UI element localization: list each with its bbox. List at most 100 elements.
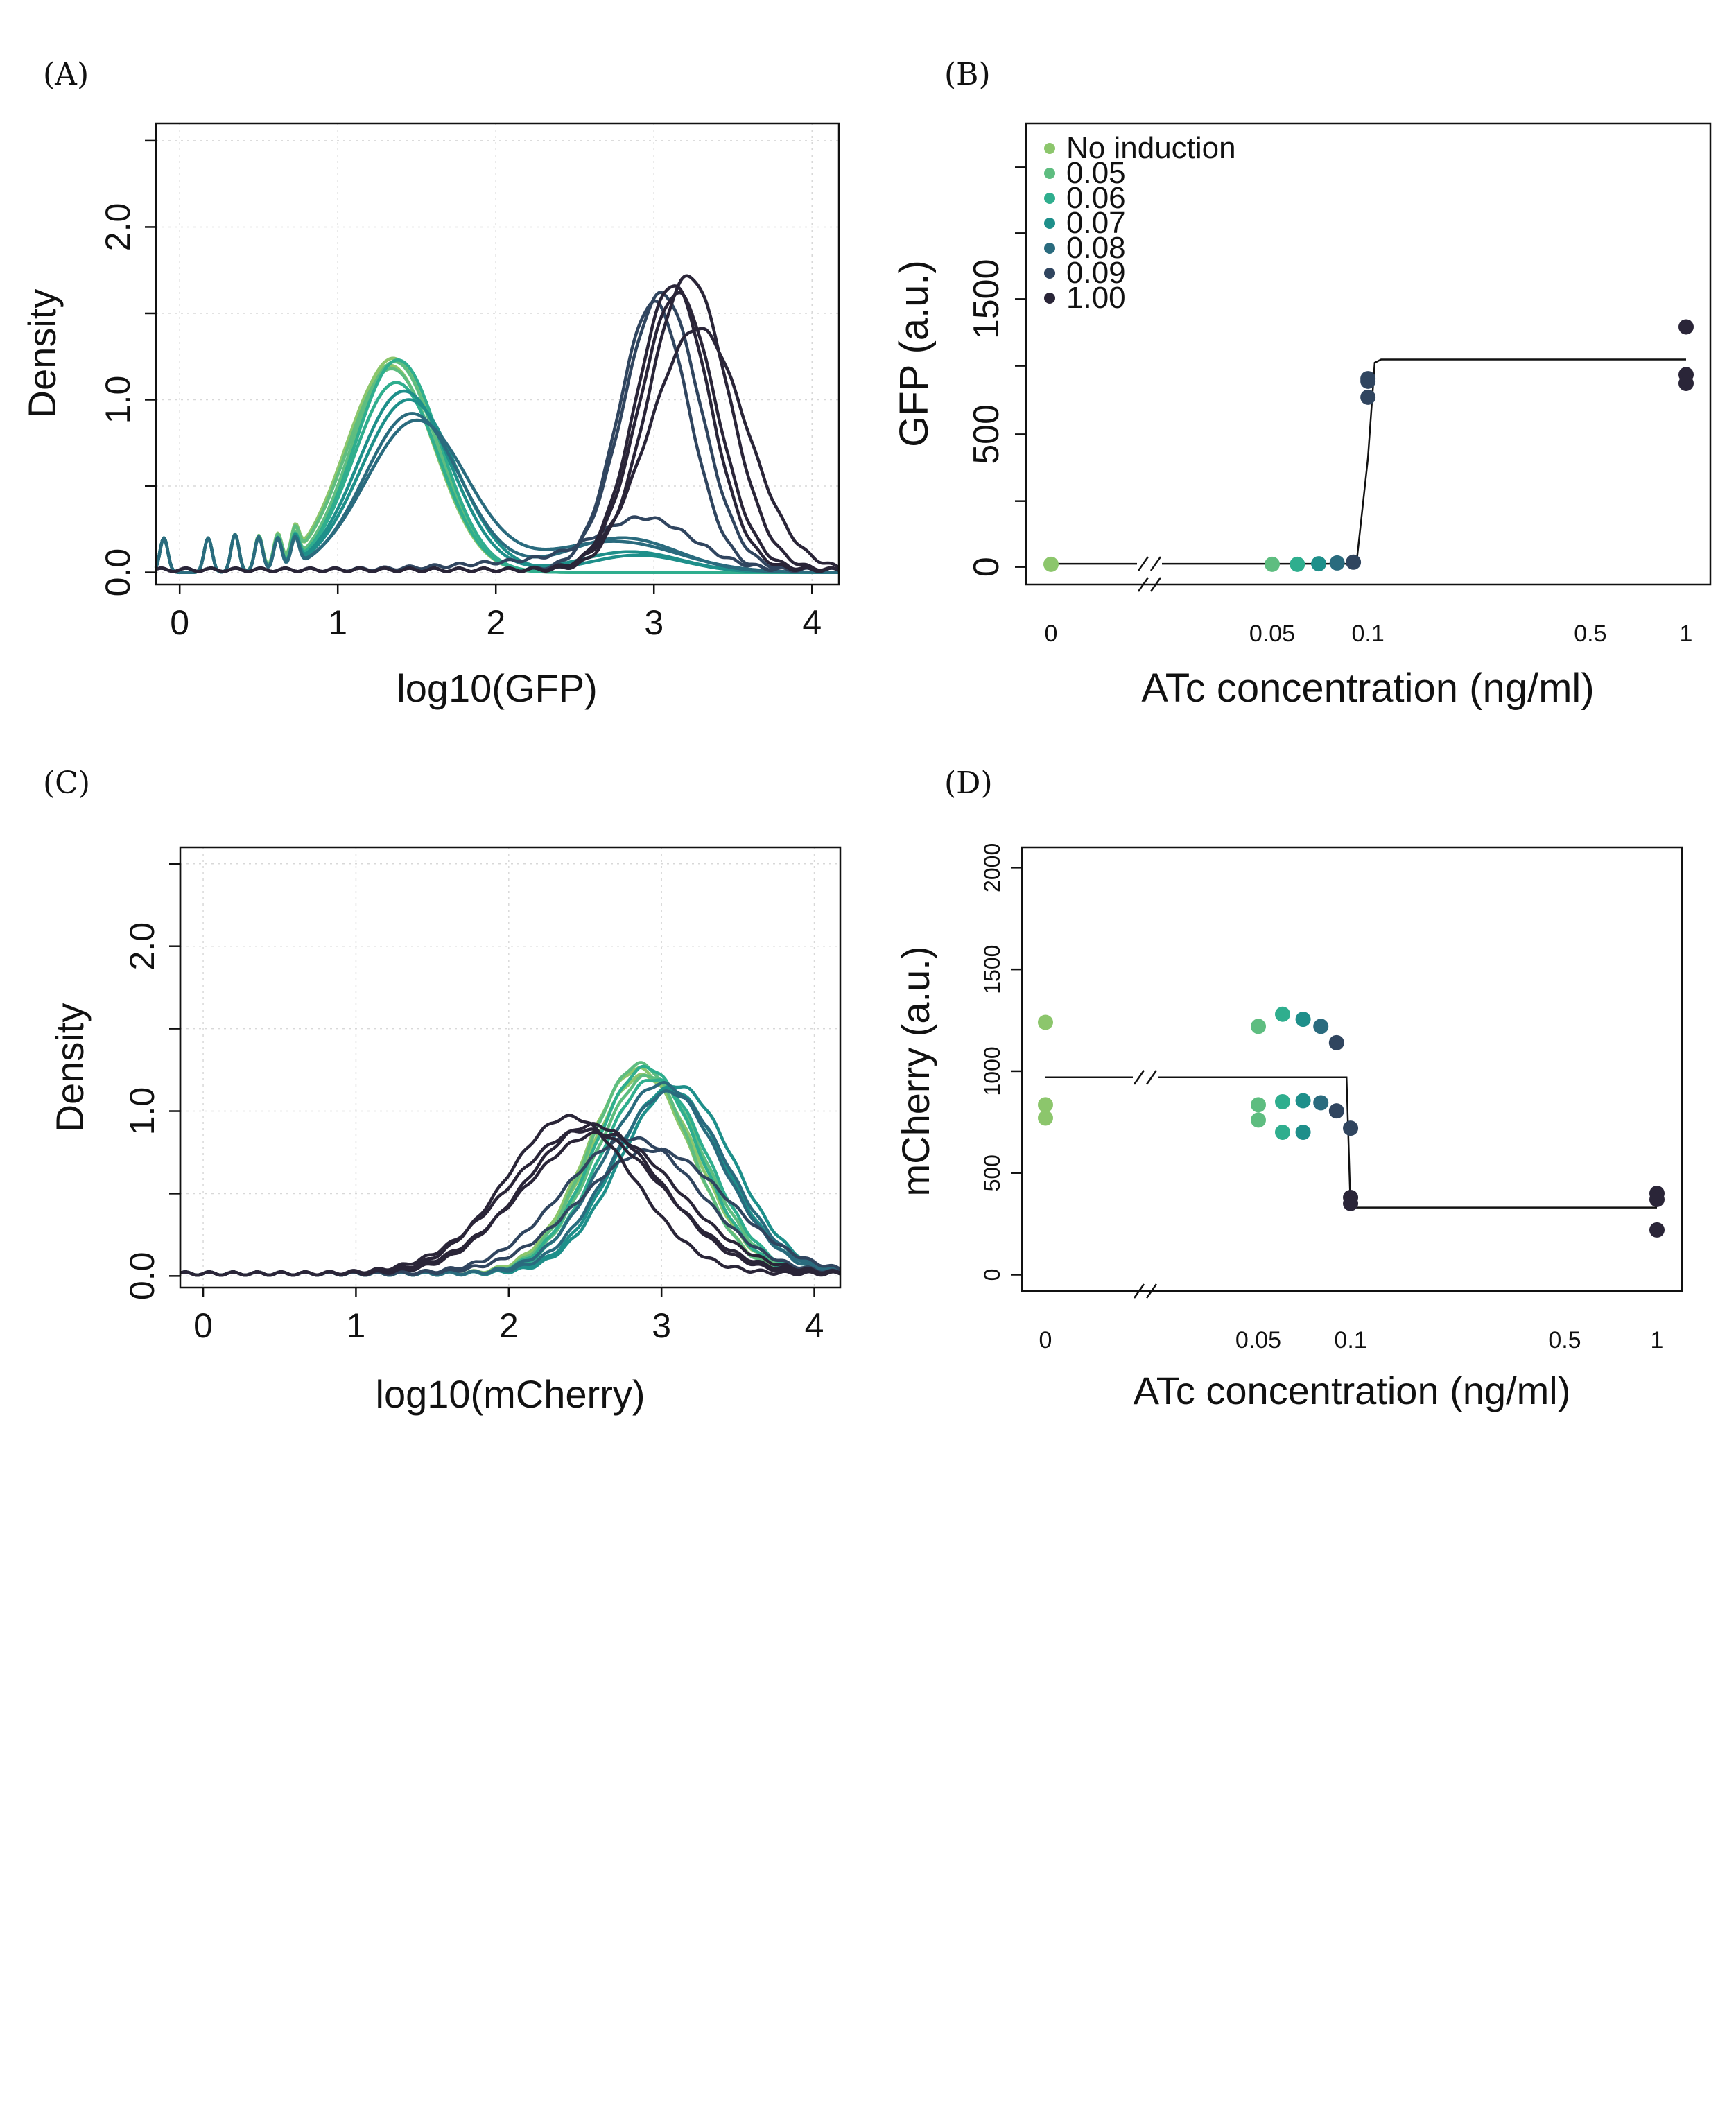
panel-b-plot-frame: [1025, 122, 1712, 586]
panel-c-y-tick-label: 0.0: [123, 1252, 162, 1301]
panel-d-data-point: [1343, 1195, 1359, 1211]
panel-b-legend-label: No induction: [1066, 131, 1236, 165]
panel-c-ylabel: Density: [48, 1003, 92, 1133]
panel-b-fit-break: [1149, 556, 1162, 571]
panel-c-density-curve: [180, 1061, 841, 1277]
panel-d-data-point: [1038, 1014, 1053, 1030]
panel-d-data-point: [1649, 1222, 1665, 1238]
panel-a-label: (A): [43, 57, 89, 92]
panel-d-x-tick-label: 0.1: [1334, 1327, 1366, 1353]
panel-d-y-tick-label: 1000: [980, 1046, 1005, 1096]
panel-b-ylabel: GFP (a.u.): [892, 260, 937, 447]
panel-b-xlabel: ATc concentration (ng/ml): [1141, 666, 1594, 711]
panel-d-fit-line: [1045, 1076, 1657, 1209]
panel-a-y-tick-label: 0.0: [98, 548, 137, 597]
panel-d-data-point: [1313, 1019, 1329, 1034]
panel-c-axes: 0 1 2 3 4 0.0 1.0 2.0: [123, 863, 824, 1345]
panel-d-data-point: [1251, 1097, 1266, 1113]
panel-b-data-point: [1678, 319, 1694, 335]
panel-d-axes: 0 0.05 0.1 0.5 1 0 500 1000 1500 2000: [980, 843, 1663, 1353]
panel-d-data-point: [1274, 1006, 1290, 1022]
panel-b-data-point: [1346, 554, 1362, 570]
panel-d-fit-break-mask: [1133, 1067, 1158, 1087]
panel-a-x-tick-label: 1: [328, 603, 347, 642]
panel-a-grid: [156, 123, 839, 585]
panel-d-fit: [1045, 1067, 1657, 1209]
panel-b-data-point: [1311, 556, 1327, 572]
panel-b-data-point: [1043, 556, 1059, 572]
panel-a-y-tick-label: 1.0: [98, 376, 137, 424]
panel-d-data-point: [1295, 1093, 1311, 1109]
panel-d-points: [1038, 1006, 1665, 1238]
panel-a-density-gfp: 0 1 2 3 4 0.0 1.0 2.0 log10(GFP) Density: [20, 122, 840, 710]
panel-d-data-point: [1274, 1093, 1290, 1109]
panel-b-legend-label: 0.07: [1066, 206, 1126, 240]
panel-d-data-point: [1251, 1112, 1266, 1128]
panel-b-fit: [1051, 358, 1686, 574]
panel-d-data-point: [1295, 1012, 1311, 1028]
panel-b-y-tick-label: 1500: [966, 259, 1007, 339]
panel-d-data-point: [1295, 1125, 1311, 1141]
panel-d-xlabel: ATc concentration (ng/ml): [1134, 1369, 1571, 1412]
panel-a-curves: [154, 274, 840, 574]
panel-b-x-tick-label: 0: [1045, 621, 1058, 647]
panel-c-density-curve: [180, 1127, 841, 1277]
panel-c-xlabel: log10(mCherry): [376, 1372, 645, 1416]
panel-d-axis-break: [1145, 1283, 1158, 1299]
panel-d-x-tick-label: 0: [1039, 1327, 1052, 1353]
panel-a-x-tick-label: 4: [802, 603, 822, 642]
panel-d-data-point: [1343, 1120, 1359, 1136]
panel-b-legend-swatch: [1044, 143, 1055, 154]
panel-c-y-tick-label: 2.0: [123, 922, 162, 971]
panel-c-y-tick-label: 1.0: [123, 1087, 162, 1136]
panel-b-y-tick-label: 0: [966, 557, 1007, 577]
panel-d-plot-frame: [1021, 846, 1683, 1292]
panel-b-fit-break: [1137, 556, 1149, 571]
panel-d-data-point: [1038, 1097, 1053, 1113]
panel-d-fit-break: [1145, 1070, 1158, 1085]
panel-b-data-point: [1678, 375, 1694, 391]
panel-b-legend-label: 0.08: [1066, 231, 1126, 265]
panel-c-density-mcherry: 0 1 2 3 4 0.0 1.0 2.0 log10(mCherry) Density: [48, 846, 842, 1416]
panel-a-x-tick-label: 0: [170, 603, 189, 642]
panel-a-y-tick-label: 2.0: [98, 203, 137, 252]
panel-c-grid: [180, 847, 840, 1288]
panel-d-y-tick-label: 0: [980, 1269, 1005, 1281]
panel-b-points: [1043, 319, 1694, 572]
panel-a-density-curve: [155, 327, 840, 573]
panel-d-data-point: [1328, 1034, 1344, 1050]
panel-d-data-point: [1274, 1125, 1290, 1141]
panel-a-xlabel: log10(GFP): [397, 666, 597, 710]
panel-d-data-point: [1038, 1110, 1053, 1126]
panel-b-axes: 0 0.05 0.1 0.5 1 0 500 1500: [966, 166, 1693, 647]
panel-c-x-tick-label: 3: [652, 1306, 671, 1345]
panel-b-data-point: [1360, 389, 1376, 405]
panel-b-x-tick-label: 0.05: [1249, 621, 1295, 647]
panel-d-data-point: [1313, 1095, 1329, 1111]
panel-b-fit-line: [1051, 358, 1686, 565]
panel-d-y-tick-label: 2000: [980, 843, 1005, 892]
panel-b-x-tick-label: 1: [1680, 621, 1693, 647]
panel-b-data-point: [1329, 555, 1345, 571]
panel-b-legend-swatch: [1044, 243, 1055, 254]
panel-a-ylabel: Density: [20, 289, 64, 419]
panel-d-x-tick-label: 0.05: [1235, 1327, 1281, 1353]
panel-b-label: (B): [944, 57, 991, 92]
panel-b-legend-swatch: [1044, 218, 1055, 229]
panel-d-x-tick-label: 1: [1651, 1327, 1664, 1353]
panel-b-legend-swatch: [1044, 193, 1055, 204]
panel-d-data-point: [1328, 1103, 1344, 1119]
panel-b-data-point: [1360, 371, 1376, 387]
panel-b-legend-label: 0.06: [1066, 181, 1126, 215]
panel-b-legend-swatch: [1044, 168, 1055, 179]
panel-c-curves: [180, 1061, 842, 1277]
panel-c-x-tick-label: 2: [499, 1306, 519, 1345]
panel-d-y-tick-label: 500: [980, 1154, 1005, 1191]
panel-b-x-tick-label: 0.5: [1574, 621, 1606, 647]
panel-d-y-tick-label: 1500: [980, 945, 1005, 994]
panel-b-axis-break: [1137, 577, 1149, 592]
panel-a-axes: 0 1 2 3 4 0.0 1.0 2.0: [98, 139, 822, 642]
panel-c-x-tick-label: 4: [805, 1306, 824, 1345]
